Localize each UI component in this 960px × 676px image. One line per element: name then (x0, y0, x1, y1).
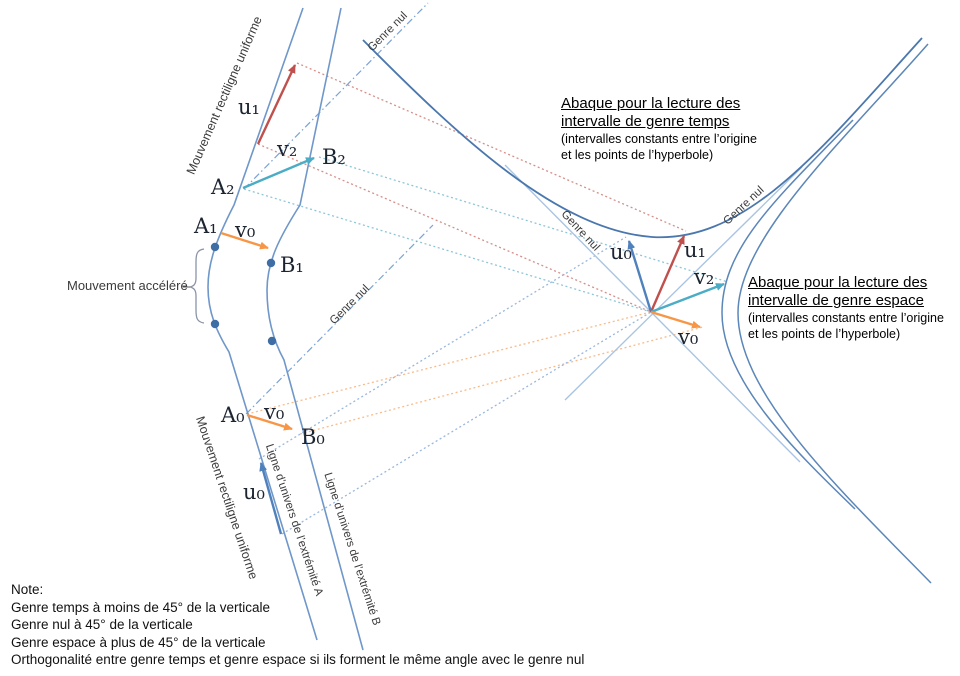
dot-b-lower (267, 336, 277, 346)
label-u1-left: u₁ (238, 95, 260, 119)
label-a0: A₀ (220, 403, 245, 427)
note-line-1: Genre temps à moins de 45° de la vertica… (11, 599, 271, 615)
note-block: Note: Genre temps à moins de 45° de la v… (11, 581, 584, 669)
abaque-temps-title-line1: Abaque pour la lecture des (561, 95, 741, 112)
vector-v0-top-left (220, 231, 269, 250)
genre-nul-line-a0 (245, 224, 434, 415)
label-v0-top: v₀ (234, 218, 255, 242)
vector-u1-hub (649, 235, 686, 313)
vector-v2-left (242, 156, 315, 190)
accelerated-brace (189, 248, 205, 324)
abaque-temps-block: Abaque pour la lecture des intervalle de… (561, 95, 757, 163)
label-b2: B₂ (322, 145, 346, 169)
vector-v0-hub (650, 310, 701, 329)
dotted-u1-base-line (257, 143, 652, 313)
vector-u0-left (259, 462, 283, 535)
abaque-temps-title-line2: intervalle de genre temps (561, 113, 730, 130)
vector-v0-bottom-left (246, 413, 293, 431)
genre-nul-label-mid: Genre nul (328, 283, 372, 327)
label-v0-bottom: v₀ (263, 400, 284, 424)
dotted-v2-tip-line (318, 156, 729, 283)
label-a1: A₁ (193, 214, 218, 238)
label-v2-hub: v₂ (693, 265, 714, 289)
note-line-3: Genre espace à plus de 45° de la vertica… (11, 634, 266, 650)
label-a2: A₂ (210, 175, 235, 199)
label-u0-left: u₀ (243, 480, 265, 504)
space-hyperbola-outer (737, 43, 932, 584)
note-heading: Note: (11, 582, 44, 597)
note-line-2: Genre nul à 45° de la verticale (11, 617, 193, 632)
genre-nul-dashdot-lines (243, 2, 434, 415)
transport-dotted-lines (243, 62, 729, 535)
hub-vectors (627, 235, 725, 329)
space-hyperbola-inner (721, 119, 856, 510)
genre-nul-label-hub-left: Genre nul (559, 208, 602, 253)
time-hyperbola (362, 37, 923, 239)
worldline-label-extremite-a: Ligne d’univers de l’extrémité A (263, 443, 325, 598)
label-v0-hub: v₀ (677, 325, 698, 349)
abaque-espace-subtitle-line1: (intervalles constants entre l’origine (748, 311, 944, 325)
abaque-espace-title-line1: Abaque pour la lecture des (748, 274, 928, 291)
dotted-v0-base-line (246, 311, 652, 415)
vector-u1-left (256, 64, 297, 145)
vector-v2-hub (650, 282, 725, 314)
label-b1: B₁ (280, 253, 304, 277)
abaque-espace-title-line2: intervalle de genre espace (748, 292, 924, 309)
abaque-espace-subtitle-line2: et les points de l’hyperbole) (748, 327, 901, 341)
worldline-a (207, 7, 318, 641)
left-vectors (220, 64, 315, 535)
label-u1-hub: u₁ (684, 238, 706, 262)
label-b0: B₀ (301, 425, 325, 449)
dot-a1 (210, 242, 220, 252)
abaque-espace-block: Abaque pour la lecture des intervalle de… (748, 274, 944, 342)
null-asymptote-rising (564, 166, 803, 401)
acceleration-endpoint-dots (210, 242, 277, 346)
abaque-temps-subtitle-line2: et les points de l’hyperbole) (561, 148, 714, 162)
dot-a-lower (210, 319, 220, 329)
vector-u0-hub (627, 240, 653, 313)
dotted-v0-tip-line (299, 326, 704, 435)
dot-b1 (266, 258, 276, 268)
label-u0-hub: u₀ (610, 240, 632, 264)
note-line-4: Orthogonalité entre genre temps et genre… (11, 652, 585, 667)
dotted-u0-base-line (281, 311, 652, 535)
accelerated-label: Mouvement accéléré (67, 278, 188, 293)
label-v2-left: v₂ (276, 137, 297, 161)
dotted-v2-base-line (243, 188, 652, 313)
abaque-temps-subtitle-line1: (intervalles constants entre l’origine (561, 132, 757, 146)
genre-nul-line-a2 (243, 2, 429, 190)
genre-nul-label-top: Genre nul (366, 10, 410, 54)
dotted-u1-tip-line (296, 62, 687, 232)
worldline-b (266, 7, 364, 651)
